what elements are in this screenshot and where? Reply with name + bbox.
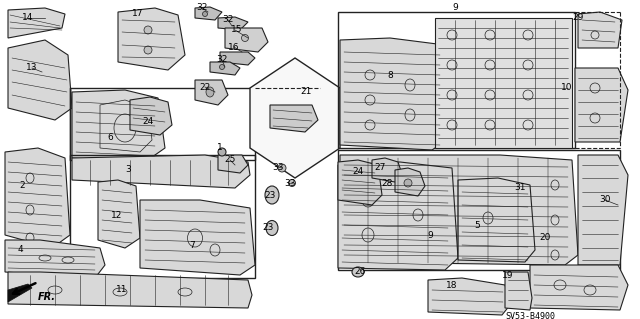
Polygon shape xyxy=(270,105,318,132)
Polygon shape xyxy=(530,265,628,310)
Polygon shape xyxy=(428,278,510,315)
Text: 24: 24 xyxy=(353,167,364,176)
Polygon shape xyxy=(8,284,32,302)
Text: 33: 33 xyxy=(284,179,296,188)
Text: 13: 13 xyxy=(26,63,38,72)
Text: 8: 8 xyxy=(387,70,393,79)
Polygon shape xyxy=(72,155,250,188)
Polygon shape xyxy=(210,62,240,75)
Text: 11: 11 xyxy=(116,286,128,294)
Polygon shape xyxy=(435,18,572,148)
Text: 3: 3 xyxy=(125,166,131,174)
Ellipse shape xyxy=(144,46,152,54)
Text: 21: 21 xyxy=(300,87,312,97)
Polygon shape xyxy=(250,58,340,178)
Ellipse shape xyxy=(220,64,225,70)
Text: 23: 23 xyxy=(262,224,274,233)
Polygon shape xyxy=(8,272,252,308)
Text: 18: 18 xyxy=(446,280,458,290)
Polygon shape xyxy=(140,200,255,275)
Text: 7: 7 xyxy=(189,241,195,249)
Text: 19: 19 xyxy=(502,271,514,279)
Polygon shape xyxy=(195,80,228,105)
Text: 33: 33 xyxy=(272,162,284,172)
Ellipse shape xyxy=(206,87,214,97)
Polygon shape xyxy=(575,68,628,142)
Text: FR.: FR. xyxy=(38,292,56,302)
Polygon shape xyxy=(458,178,535,262)
Polygon shape xyxy=(98,180,140,248)
Text: 9: 9 xyxy=(427,231,433,240)
Text: 31: 31 xyxy=(515,183,525,192)
Ellipse shape xyxy=(266,220,278,235)
Polygon shape xyxy=(8,40,72,120)
Polygon shape xyxy=(8,8,65,38)
Text: 2: 2 xyxy=(19,181,25,189)
Polygon shape xyxy=(72,90,165,162)
Text: 15: 15 xyxy=(231,26,243,34)
Text: 9: 9 xyxy=(452,4,458,12)
Polygon shape xyxy=(5,240,105,278)
Ellipse shape xyxy=(218,148,226,156)
Polygon shape xyxy=(395,168,425,196)
Text: 6: 6 xyxy=(107,133,113,143)
Text: SV53-B4900: SV53-B4900 xyxy=(505,312,555,319)
Text: 26: 26 xyxy=(355,268,365,277)
Text: 5: 5 xyxy=(474,220,480,229)
Text: 4: 4 xyxy=(17,246,23,255)
Text: 29: 29 xyxy=(572,13,584,23)
Polygon shape xyxy=(338,160,382,205)
Text: 28: 28 xyxy=(381,179,393,188)
Polygon shape xyxy=(340,38,450,150)
Polygon shape xyxy=(220,52,255,65)
Text: 30: 30 xyxy=(599,196,611,204)
Text: 22: 22 xyxy=(200,83,211,92)
Ellipse shape xyxy=(265,186,279,204)
Polygon shape xyxy=(195,7,222,20)
Text: 16: 16 xyxy=(228,42,240,51)
Polygon shape xyxy=(130,97,172,135)
Polygon shape xyxy=(218,17,248,30)
Text: 24: 24 xyxy=(142,117,154,127)
Ellipse shape xyxy=(202,11,207,17)
Text: 32: 32 xyxy=(222,16,234,25)
Polygon shape xyxy=(225,28,268,52)
Polygon shape xyxy=(578,12,622,48)
Polygon shape xyxy=(340,155,578,265)
Polygon shape xyxy=(118,8,185,70)
Ellipse shape xyxy=(289,180,296,187)
Text: 32: 32 xyxy=(196,4,208,12)
Ellipse shape xyxy=(352,267,364,277)
Ellipse shape xyxy=(144,26,152,34)
Text: 10: 10 xyxy=(561,84,573,93)
Text: 32: 32 xyxy=(216,56,228,64)
Ellipse shape xyxy=(241,34,248,41)
Polygon shape xyxy=(5,148,70,248)
Text: 1: 1 xyxy=(217,144,223,152)
Polygon shape xyxy=(505,272,532,310)
Polygon shape xyxy=(338,162,458,270)
Text: 12: 12 xyxy=(111,211,123,219)
Ellipse shape xyxy=(278,164,286,172)
Polygon shape xyxy=(372,158,402,182)
Text: 27: 27 xyxy=(374,164,386,173)
Text: 23: 23 xyxy=(264,190,276,199)
Text: 25: 25 xyxy=(224,155,236,165)
Text: 17: 17 xyxy=(132,10,144,19)
Polygon shape xyxy=(578,155,628,265)
Text: 20: 20 xyxy=(540,233,550,241)
Text: 14: 14 xyxy=(22,13,34,23)
Polygon shape xyxy=(218,155,248,173)
Ellipse shape xyxy=(404,179,412,187)
